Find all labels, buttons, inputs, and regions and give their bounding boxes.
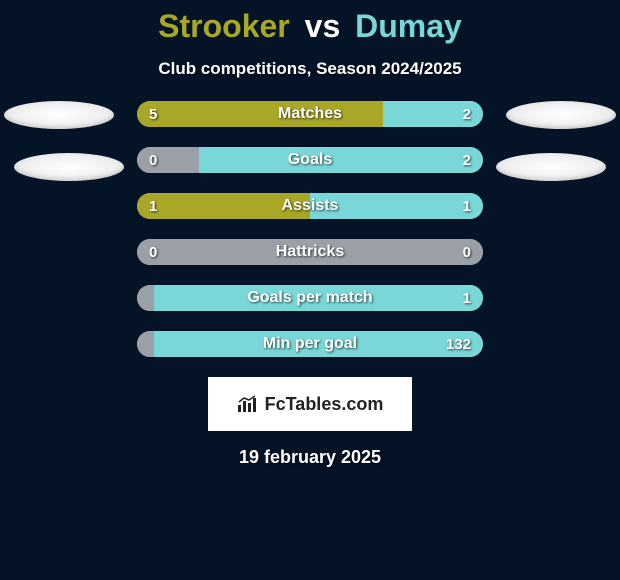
right-segment [383, 101, 483, 127]
chart-icon [237, 395, 259, 413]
comparison-title: Strooker vs Dumay [0, 0, 620, 45]
watermark: FcTables.com [208, 377, 412, 431]
neutral-segment [199, 239, 483, 265]
watermark-text: FcTables.com [265, 394, 384, 415]
logo-placeholder-icon [4, 101, 114, 129]
comparison-chart: 52Matches 02Goals 11Assists 00Hattricks 1Goa… [0, 101, 620, 357]
left-segment [137, 285, 154, 311]
left-segment [137, 147, 199, 173]
logo-placeholder-icon [506, 101, 616, 129]
date-text: 19 february 2025 [0, 447, 620, 468]
logo-placeholder-icon [14, 153, 124, 181]
logo-placeholder-icon [496, 153, 606, 181]
subtitle: Club competitions, Season 2024/2025 [0, 59, 620, 79]
vs-text: vs [305, 8, 341, 44]
player-left-name: Strooker [158, 8, 290, 44]
right-segment [154, 331, 483, 357]
stat-row: 11Assists [137, 193, 483, 219]
stat-row: 132Min per goal [137, 331, 483, 357]
bars-container: 52Matches 02Goals 11Assists 00Hattricks 1Goa… [137, 101, 483, 357]
right-segment [310, 193, 483, 219]
stat-row: 02Goals [137, 147, 483, 173]
stat-row: 1Goals per match [137, 285, 483, 311]
left-segment [137, 239, 199, 265]
player-right-name: Dumay [355, 8, 462, 44]
left-segment [137, 193, 310, 219]
right-segment [199, 147, 483, 173]
stat-row: 52Matches [137, 101, 483, 127]
stat-row: 00Hattricks [137, 239, 483, 265]
left-segment [137, 101, 383, 127]
left-segment [137, 331, 154, 357]
right-segment [154, 285, 483, 311]
